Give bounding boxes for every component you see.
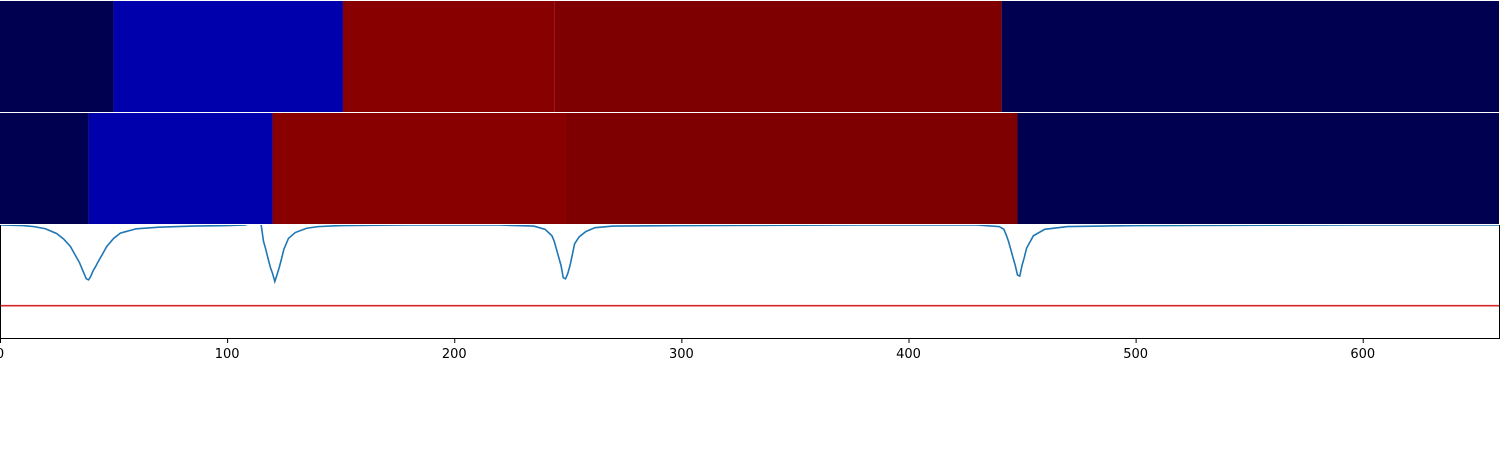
line-panel-group (0, 225, 1500, 338)
heatmap-row-1-segment-4 (554, 1, 1002, 112)
heatmap-row-1-segment-5 (1001, 1, 1499, 112)
x-tick-label-100: 100 (215, 347, 240, 362)
heatmap-row-2-segment-1 (0, 113, 89, 224)
heatmap-row-2-segment-3 (272, 113, 566, 224)
x-tick-label-300: 300 (669, 347, 694, 362)
x-axis-group: 0 100 200 300 400 500 600 (0, 338, 1500, 362)
x-tick-label-600: 600 (1350, 347, 1375, 362)
heatmap-row-2-segment-5 (1017, 113, 1499, 224)
heatmap-rows-group (0, 1, 1499, 224)
heatmap-row-1-segment-2 (113, 1, 343, 112)
x-tick-label-0: 0 (0, 347, 4, 362)
x-tick-label-200: 200 (442, 347, 467, 362)
x-tick-label-500: 500 (1123, 347, 1148, 362)
x-tick-label-400: 400 (896, 347, 921, 362)
line-series (0, 225, 1499, 285)
heatmap-row-1-segment-3 (342, 1, 555, 112)
heatmap-row-2-segment-4 (565, 113, 1018, 224)
heatmap-row-1-segment-1 (0, 1, 114, 112)
heatmap-row-2-segment-2 (88, 113, 273, 224)
